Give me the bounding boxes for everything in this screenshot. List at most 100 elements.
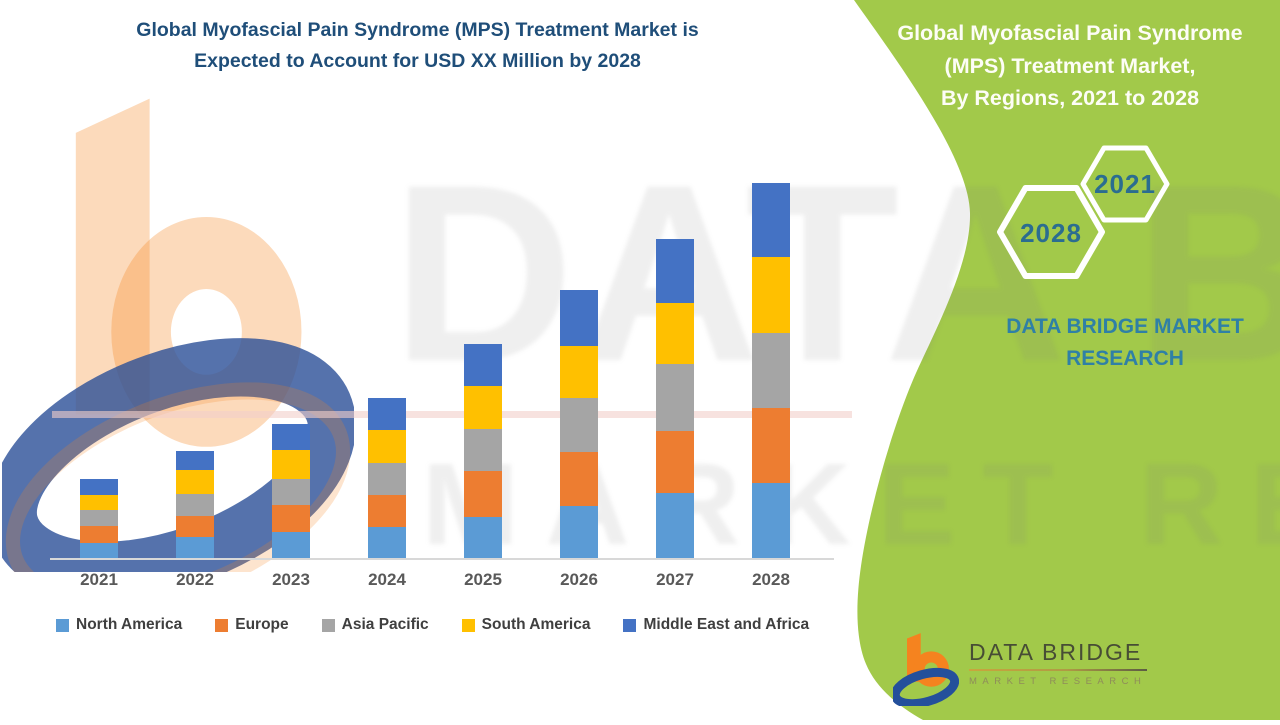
brand-wordmark-line1: DATA BRIDGE MARKET <box>1006 315 1244 338</box>
segment-middle-east-and-africa-2022 <box>176 451 214 470</box>
chart-title: Global Myofascial Pain Syndrome (MPS) Tr… <box>0 15 835 77</box>
x-tick-2026: 2026 <box>560 570 598 589</box>
hexagon-2028: 2028 <box>997 185 1105 279</box>
footer-logo-underline <box>969 669 1147 671</box>
segment-north-america-2022 <box>176 537 214 559</box>
segment-europe-2022 <box>176 516 214 537</box>
legend-swatch-asia-pacific <box>321 618 335 632</box>
segment-asia-pacific-2026 <box>560 398 598 452</box>
segment-asia-pacific-2023 <box>272 479 310 505</box>
segment-north-america-2021 <box>80 543 118 559</box>
segment-europe-2026 <box>560 452 598 506</box>
stacked-bar-2027 <box>656 239 694 559</box>
segment-south-america-2027 <box>656 303 694 364</box>
segment-asia-pacific-2024 <box>368 463 406 495</box>
chart-legend: North America Europe Asia Pacific South Ame… <box>56 616 846 634</box>
legend-item-south-america: South America <box>461 616 591 634</box>
segment-south-america-2028 <box>752 257 790 333</box>
segment-europe-2024 <box>368 495 406 527</box>
bar-2025 <box>435 179 531 559</box>
x-tick-2025: 2025 <box>464 570 502 589</box>
bar-2022 <box>147 179 243 559</box>
legend-label-middle-east-and-africa: Middle East and Africa <box>643 616 810 633</box>
stacked-bar-2023 <box>272 424 310 559</box>
x-tick-2028: 2028 <box>752 570 790 589</box>
segment-asia-pacific-2022 <box>176 494 214 516</box>
panel-title-line1: Global Myofascial Pain Syndrome <box>897 21 1243 45</box>
segment-middle-east-and-africa-2027 <box>656 239 694 303</box>
segment-north-america-2025 <box>464 517 502 559</box>
legend-item-middle-east-and-africa: Middle East and Africa <box>623 616 809 634</box>
segment-asia-pacific-2027 <box>656 364 694 431</box>
segment-middle-east-and-africa-2021 <box>80 479 118 495</box>
x-tick-2027: 2027 <box>656 570 694 589</box>
brand-wordmark-line2: RESEARCH <box>1066 347 1184 370</box>
legend-label-europe: Europe <box>235 616 289 633</box>
segment-north-america-2023 <box>272 532 310 559</box>
segment-middle-east-and-africa-2025 <box>464 344 502 386</box>
stacked-bar-2028 <box>752 183 790 559</box>
legend-item-europe: Europe <box>215 616 289 634</box>
footer-logo-text: DATA BRIDGE MARKET RESEARCH <box>969 630 1147 712</box>
segment-south-america-2024 <box>368 430 406 463</box>
segment-south-america-2025 <box>464 386 502 429</box>
x-axis-labels: 2021 2022 2023 2024 2025 2026 2027 2028 <box>51 570 819 590</box>
bar-2027 <box>627 179 723 559</box>
bar-2024 <box>339 179 435 559</box>
segment-middle-east-and-africa-2028 <box>752 183 790 257</box>
segment-middle-east-and-africa-2026 <box>560 290 598 346</box>
legend-label-north-america: North America <box>76 616 183 633</box>
brand-wordmark: DATA BRIDGE MARKET RESEARCH <box>950 311 1280 375</box>
segment-europe-2027 <box>656 431 694 493</box>
x-tick-2023: 2023 <box>272 570 310 589</box>
segment-asia-pacific-2021 <box>80 510 118 526</box>
legend-item-asia-pacific: Asia Pacific <box>321 616 429 634</box>
bar-2023 <box>243 179 339 559</box>
bar-2026 <box>531 179 627 559</box>
segment-europe-2028 <box>752 408 790 483</box>
hex-year-front-label: 2021 <box>1094 169 1156 199</box>
legend-swatch-south-america <box>461 618 475 632</box>
segment-south-america-2023 <box>272 450 310 479</box>
footer-logo: DATA BRIDGE MARKET RESEARCH <box>893 630 1183 712</box>
stacked-bar-chart <box>51 179 819 559</box>
legend-swatch-middle-east-and-africa <box>623 618 637 632</box>
footer-logo-tagline: MARKET RESEARCH <box>969 676 1147 687</box>
legend-label-south-america: South America <box>481 616 591 633</box>
x-tick-2022: 2022 <box>176 570 214 589</box>
bar-2028 <box>723 179 819 559</box>
panel-title: Global Myofascial Pain Syndrome (MPS) Tr… <box>870 17 1270 115</box>
legend-swatch-north-america <box>56 618 69 632</box>
x-axis-line <box>50 558 834 560</box>
segment-asia-pacific-2025 <box>464 429 502 471</box>
hexagon-year-badges: 2021 2028 <box>997 145 1170 279</box>
legend-swatch-europe <box>215 618 229 632</box>
segment-south-america-2022 <box>176 470 214 494</box>
panel-title-line3: By Regions, 2021 to 2028 <box>940 86 1200 110</box>
bar-2021 <box>51 179 147 559</box>
panel-title-line2: (MPS) Treatment Market, <box>944 53 1196 78</box>
stacked-bar-2024 <box>368 398 406 559</box>
stacked-bar-2025 <box>464 344 502 559</box>
segment-middle-east-and-africa-2024 <box>368 398 406 430</box>
stacked-bar-2026 <box>560 290 598 559</box>
legend-item-north-america: North America <box>56 616 182 634</box>
segment-europe-2025 <box>464 471 502 517</box>
segment-north-america-2028 <box>752 483 790 559</box>
stacked-bar-2021 <box>80 479 118 559</box>
segment-north-america-2026 <box>560 506 598 559</box>
segment-south-america-2026 <box>560 346 598 398</box>
segment-south-america-2021 <box>80 495 118 510</box>
segment-north-america-2024 <box>368 527 406 559</box>
x-tick-2021: 2021 <box>80 570 118 589</box>
chart-title-line2: Expected to Account for USD XX Million b… <box>194 50 641 72</box>
hexagon-2021: 2021 <box>1080 145 1170 223</box>
data-bridge-logo-icon <box>893 633 959 706</box>
segment-europe-2023 <box>272 505 310 532</box>
legend-label-asia-pacific: Asia Pacific <box>341 616 429 633</box>
segment-asia-pacific-2028 <box>752 333 790 408</box>
chart-title-line1: Global Myofascial Pain Syndrome (MPS) Tr… <box>136 19 699 41</box>
stacked-bar-2022 <box>176 451 214 559</box>
segment-middle-east-and-africa-2023 <box>272 424 310 450</box>
